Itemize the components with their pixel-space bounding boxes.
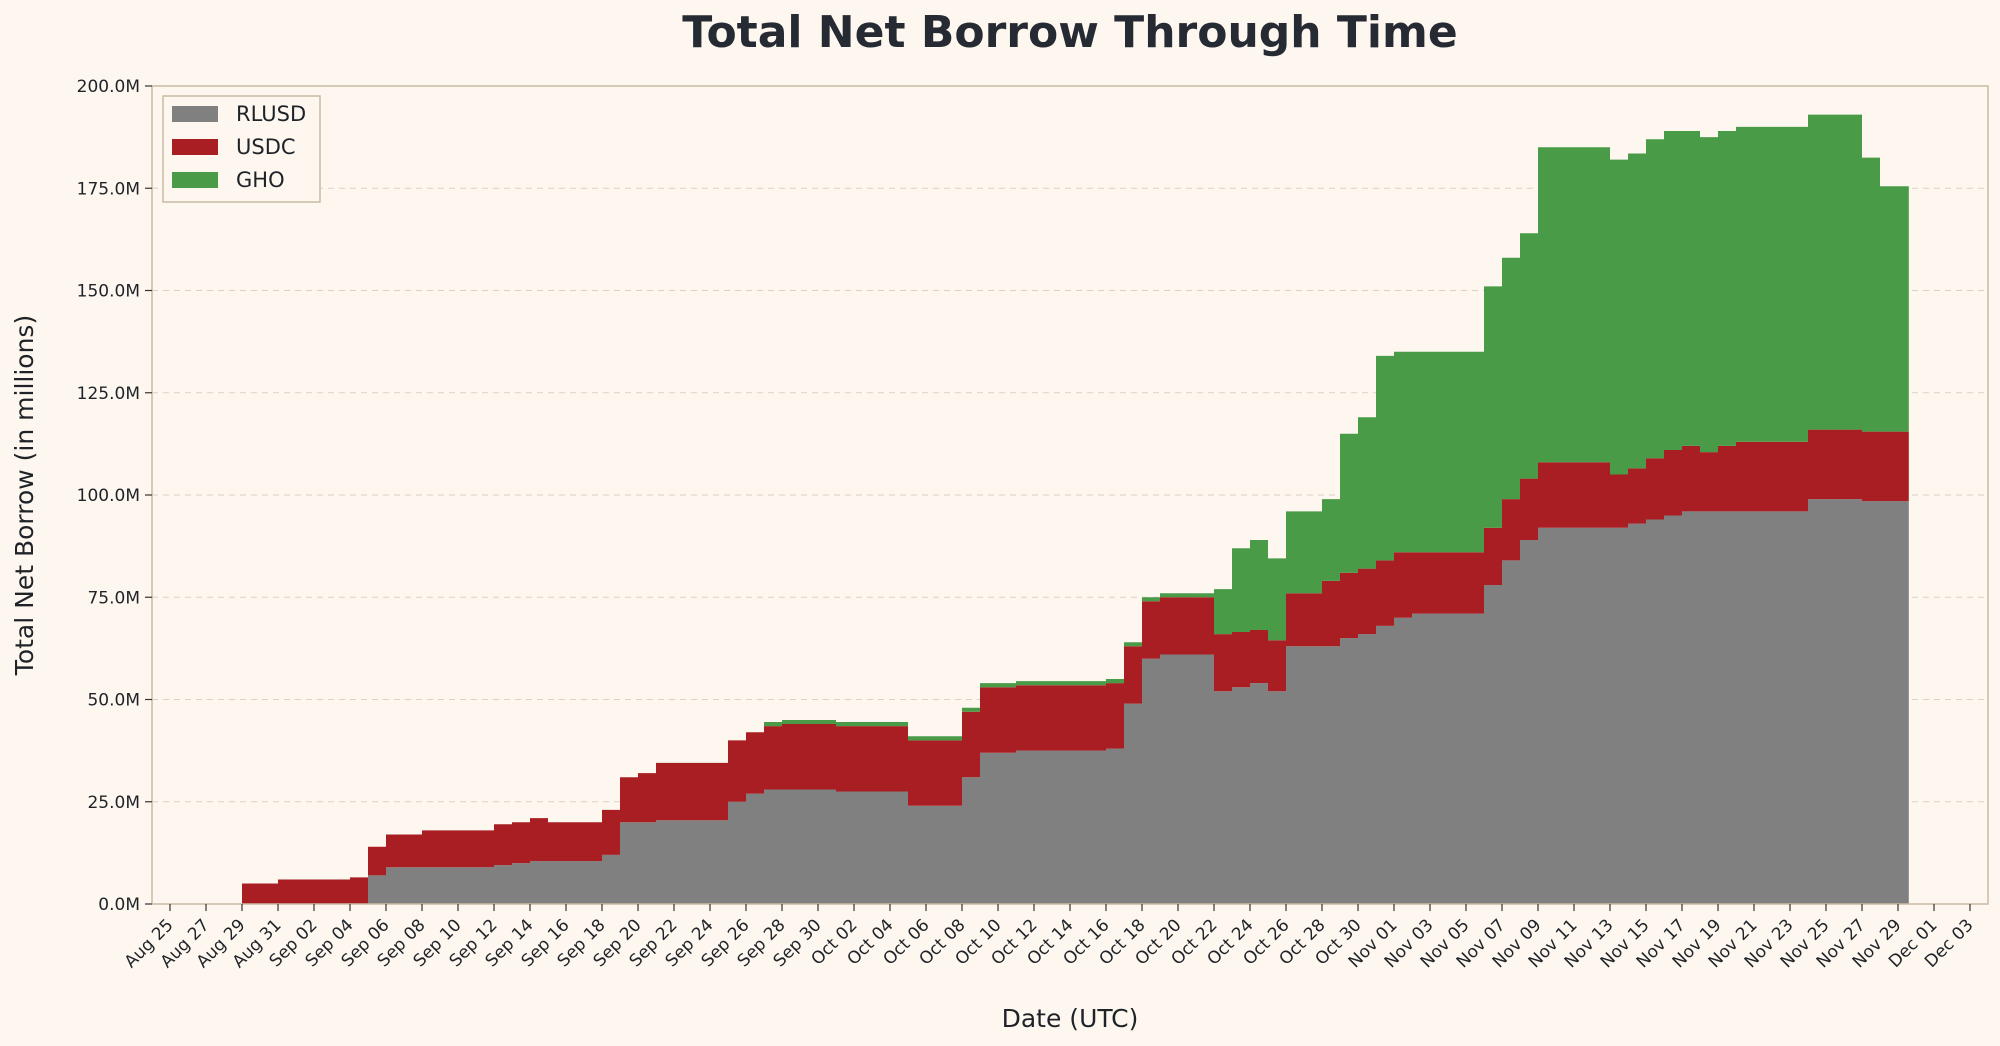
y-tick-label: 200.0M <box>77 77 140 97</box>
legend-swatch-rlusd <box>172 106 218 122</box>
y-axis: 0.0M 25.0M 50.0M 75.0M 100.0M 125.0M 150.0M 175… <box>77 77 152 915</box>
chart-title: Total Net Borrow Through Time <box>682 7 1457 58</box>
legend: RLUSD USDC GHO <box>162 95 321 203</box>
y-axis-label: Total Net Borrow (in millions) <box>10 315 39 676</box>
y-tick-label: 100.0M <box>77 486 140 506</box>
area-rlusd <box>242 499 1909 904</box>
area-series <box>242 114 1909 904</box>
legend-swatch-usdc <box>172 139 218 155</box>
x-axis-label: Date (UTC) <box>1002 1004 1139 1033</box>
area-usdc <box>242 429 1909 904</box>
y-tick-label: 0.0M <box>98 895 140 915</box>
legend-swatch-gho <box>172 172 218 188</box>
y-tick-label: 150.0M <box>77 282 140 302</box>
legend-label-rlusd: RLUSD <box>236 102 306 126</box>
y-tick-label: 125.0M <box>77 384 140 404</box>
legend-label-gho: GHO <box>236 168 285 192</box>
y-tick-label: 175.0M <box>77 179 140 199</box>
legend-label-usdc: USDC <box>236 135 296 159</box>
y-tick-label: 50.0M <box>87 691 140 711</box>
y-tick-label: 25.0M <box>87 793 140 813</box>
area-gho <box>242 114 1909 884</box>
y-tick-label: 75.0M <box>87 588 140 608</box>
